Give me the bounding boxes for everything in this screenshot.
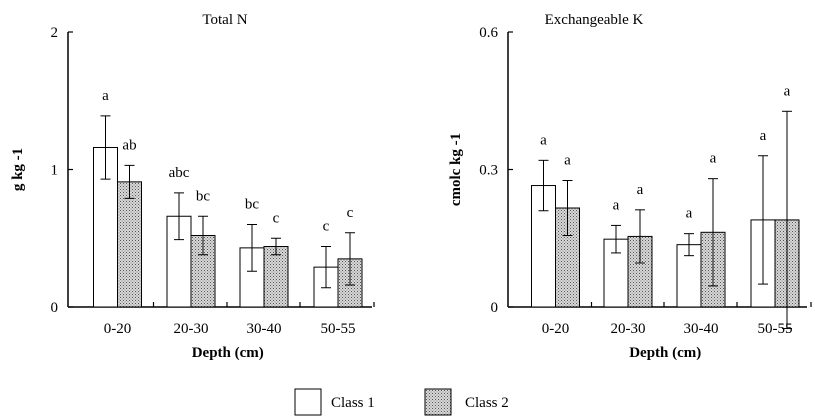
x-tick-label: 30-40 [684, 321, 719, 337]
bar-class-1 [166, 215, 192, 308]
y-tick-label: 0.3 [479, 163, 498, 179]
legend-label-class-1: Class 1 [331, 395, 375, 411]
y-tick-label: 0 [51, 300, 59, 316]
significance-label: a [710, 151, 717, 167]
significance-label: a [102, 88, 109, 104]
y-tick-label: 1 [51, 163, 59, 179]
significance-label: c [323, 219, 330, 235]
significance-label: a [613, 197, 620, 213]
y-axis-label: cmolc kg -1 [448, 133, 464, 206]
significance-label: a [686, 206, 693, 222]
x-tick-label: 50-55 [758, 321, 793, 337]
significance-label: a [784, 83, 791, 99]
chart-title: Exchangeable K [545, 12, 644, 28]
significance-label: abc [169, 165, 190, 181]
legend-label-class-2: Class 2 [465, 395, 509, 411]
x-tick-label: 0-20 [542, 321, 570, 337]
significance-label: a [637, 182, 644, 198]
significance-label: c [347, 205, 354, 221]
y-tick-label: 0 [491, 300, 499, 316]
legend-swatch-class-1 [294, 388, 322, 416]
y-tick-label: 0.6 [479, 25, 498, 41]
x-axis-label: Depth (cm) [192, 345, 264, 361]
x-tick-label: 20-30 [174, 321, 209, 337]
legend-swatch-class-2 [424, 388, 452, 416]
chart-panel-1: Total N 0 1 2 g kg -1 Depth (cm) 0-20 a ab 20-30 a… [10, 12, 375, 361]
significance-label: a [760, 128, 767, 144]
significance-label: c [273, 210, 280, 226]
legend: Class 1 Class 2 [294, 388, 509, 416]
chart-panel-2: Exchangeable K 0 0.3 0.6 cmolc kg -1 Depth (c… [448, 12, 812, 361]
significance-label: ab [122, 137, 136, 153]
chart-title: Total N [202, 12, 247, 28]
x-tick-label: 50-55 [321, 321, 356, 337]
significance-label: bc [245, 197, 260, 213]
x-axis-label: Depth (cm) [629, 345, 701, 361]
significance-label: bc [196, 188, 211, 204]
x-tick-label: 20-30 [611, 321, 646, 337]
bar-class-2 [117, 181, 142, 308]
x-tick-label: 30-40 [247, 321, 282, 337]
significance-label: a [564, 153, 571, 169]
y-axis-label: g kg -1 [10, 148, 26, 191]
bar-class-2 [190, 235, 216, 308]
x-tick-label: 0-20 [104, 321, 132, 337]
significance-label: a [540, 132, 547, 148]
bar-class-2 [263, 246, 289, 308]
y-tick-label: 2 [51, 25, 59, 41]
